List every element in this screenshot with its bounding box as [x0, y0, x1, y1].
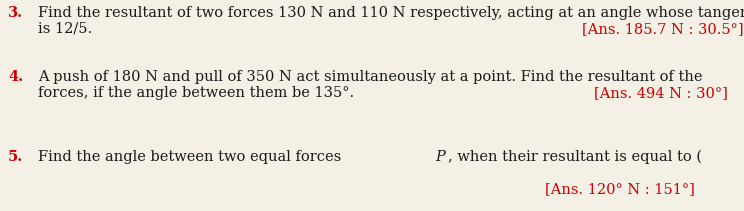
Text: 5.: 5.	[8, 150, 23, 164]
Text: forces, if the angle between them be 135°.: forces, if the angle between them be 135…	[38, 86, 354, 100]
Text: P: P	[435, 150, 445, 164]
Text: Find the angle between two equal forces P, when their resultant is equal to (i) : Find the angle between two equal forces …	[38, 150, 727, 164]
Text: is 12/5.: is 12/5.	[38, 22, 92, 36]
Text: , when their resultant is equal to (: , when their resultant is equal to (	[448, 150, 702, 164]
Text: 3.: 3.	[8, 6, 23, 20]
Text: Find the resultant of two forces 130 N and 110 N respectively, acting at an angl: Find the resultant of two forces 130 N a…	[38, 6, 744, 20]
Text: [Ans. 185.7 N : 30.5°]: [Ans. 185.7 N : 30.5°]	[582, 22, 743, 36]
Text: 4.: 4.	[8, 70, 23, 84]
Text: A push of 180 N and pull of 350 N act simultaneously at a point. Find the result: A push of 180 N and pull of 350 N act si…	[38, 70, 702, 84]
Text: [Ans. 120° N : 151°]: [Ans. 120° N : 151°]	[545, 182, 695, 196]
Text: [Ans. 494 N : 30°]: [Ans. 494 N : 30°]	[594, 86, 728, 100]
Text: Find the angle between two equal forces: Find the angle between two equal forces	[38, 150, 346, 164]
Bar	[38, 150, 744, 167]
